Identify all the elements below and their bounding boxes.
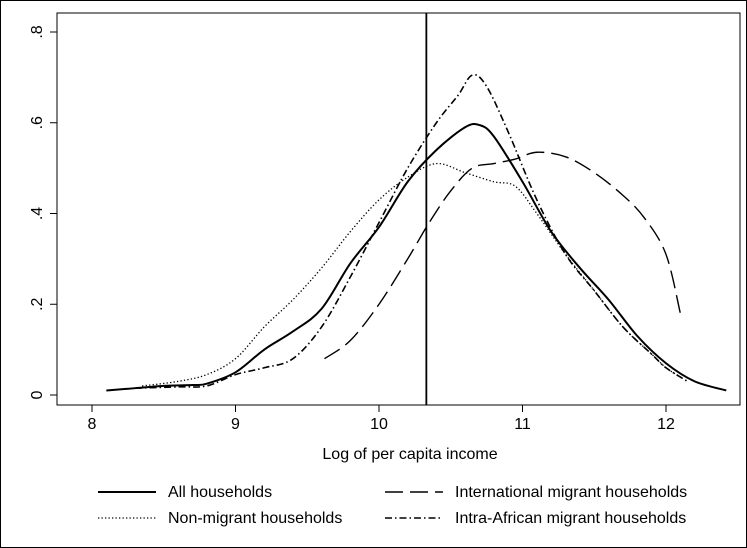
y-tick-label: 0	[29, 390, 46, 399]
series-line-dashed	[324, 151, 682, 360]
x-tick-label: 9	[231, 416, 240, 433]
series-line-dashdot	[135, 73, 688, 389]
legend: All households International migrant hous…	[98, 484, 687, 527]
x-axis: 8 9 10 11 12	[88, 404, 675, 433]
legend-label: All households	[168, 484, 272, 501]
x-tick-label: 8	[88, 416, 97, 433]
y-tick-label: .2	[29, 297, 46, 310]
x-axis-title: Log of per capita income	[322, 446, 497, 463]
y-tick-label: .6	[29, 116, 46, 129]
legend-label: International migrant households	[455, 484, 687, 501]
y-axis: 0 .2 .4 .6 .8	[29, 25, 58, 399]
y-tick-label: .4	[29, 207, 46, 220]
series-line-dotted	[142, 162, 681, 387]
legend-label: Intra-African migrant households	[455, 510, 686, 527]
y-tick-label: .8	[29, 25, 46, 38]
legend-label: Non-migrant households	[168, 510, 342, 527]
x-tick-label: 10	[370, 416, 388, 433]
x-tick-label: 12	[657, 416, 675, 433]
x-tick-label: 11	[514, 416, 531, 433]
series-line-solid	[106, 122, 727, 392]
series-group	[106, 73, 727, 392]
